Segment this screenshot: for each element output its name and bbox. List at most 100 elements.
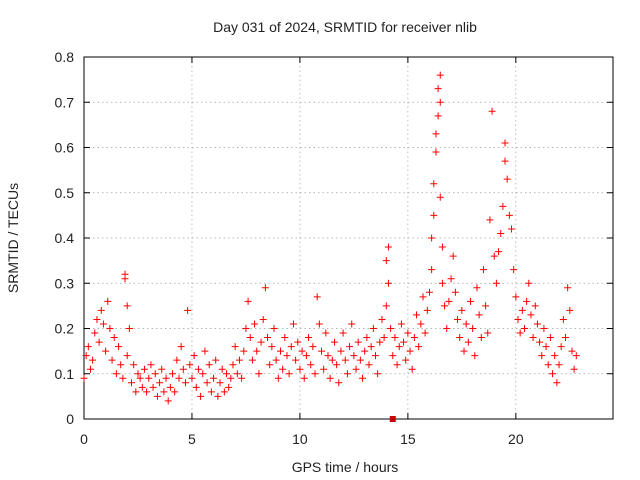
data-point [410,334,418,342]
data-point [266,361,274,369]
data-point [335,379,343,387]
data-point [145,374,153,382]
data-point [205,361,213,369]
data-point [112,370,120,378]
data-point [436,71,444,79]
data-point [181,379,189,387]
data-point [177,343,185,351]
data-point [490,252,498,260]
data-point [484,329,492,337]
data-point [346,343,354,351]
y-tick-label: 0.7 [55,94,75,110]
data-point [503,175,511,183]
data-point [276,347,284,355]
data-point [311,370,319,378]
data-point [449,252,457,260]
data-point [171,388,179,396]
data-point [477,334,485,342]
data-point [363,334,371,342]
data-point [300,374,308,382]
data-point [216,379,224,387]
data-point [218,365,226,373]
data-point [512,293,520,301]
data-point [572,352,580,360]
annotation-marker [389,416,396,422]
data-point [378,315,386,323]
data-point [289,320,297,328]
data-point [402,356,410,364]
data-point [374,370,382,378]
data-point [212,356,220,364]
data-point [279,365,287,373]
data-point [408,365,416,373]
data-point [428,234,436,242]
data-point [197,392,205,400]
data-point [533,320,541,328]
data-point [115,343,123,351]
data-point [151,370,159,378]
data-point [400,338,408,346]
data-point [190,352,198,360]
data-point [80,374,88,382]
data-point [207,388,215,396]
data-point [421,329,429,337]
data-point [434,85,442,93]
data-point [318,347,326,355]
data-point [175,374,183,382]
data-point [242,325,250,332]
data-point [328,356,336,364]
data-point [460,347,468,355]
data-point [438,279,446,287]
data-point [130,361,138,369]
data-point [443,325,451,332]
data-point [475,311,483,319]
data-point [380,334,388,342]
data-point [134,370,142,378]
data-point [283,352,291,360]
data-point [231,343,239,351]
data-point [285,370,293,378]
data-point [110,334,118,342]
data-point [384,279,392,287]
data-point [382,302,390,310]
data-point [158,365,166,373]
data-point [436,193,444,201]
data-point [82,352,90,360]
data-point [123,302,131,310]
y-tick-label: 0 [66,411,74,427]
data-point [264,334,272,342]
data-point [272,356,280,364]
data-point [471,352,479,360]
data-point [86,365,94,373]
data-point [557,343,565,351]
data-point [343,370,351,378]
data-point [525,279,533,287]
data-point [337,347,345,355]
data-point [309,343,317,351]
data-point [482,302,490,310]
data-point [348,320,356,328]
data-point [561,334,569,342]
data-point [233,370,241,378]
data-point [417,320,425,328]
data-point [268,343,276,351]
data-point [203,379,211,387]
data-point [376,338,384,346]
data-point [395,343,403,351]
data-point [93,315,101,323]
data-point [464,338,472,346]
data-point [415,343,423,351]
data-point [315,320,323,328]
data-point [201,347,209,355]
data-point [305,334,313,342]
data-point [251,320,259,328]
data-point [164,397,172,405]
data-point [324,352,332,360]
data-point [356,356,364,364]
data-point [458,306,466,314]
data-point [549,370,557,378]
data-point [95,338,103,346]
y-tick-label: 0.3 [55,275,75,291]
data-point [430,180,438,188]
x-tick-label: 15 [400,431,416,447]
